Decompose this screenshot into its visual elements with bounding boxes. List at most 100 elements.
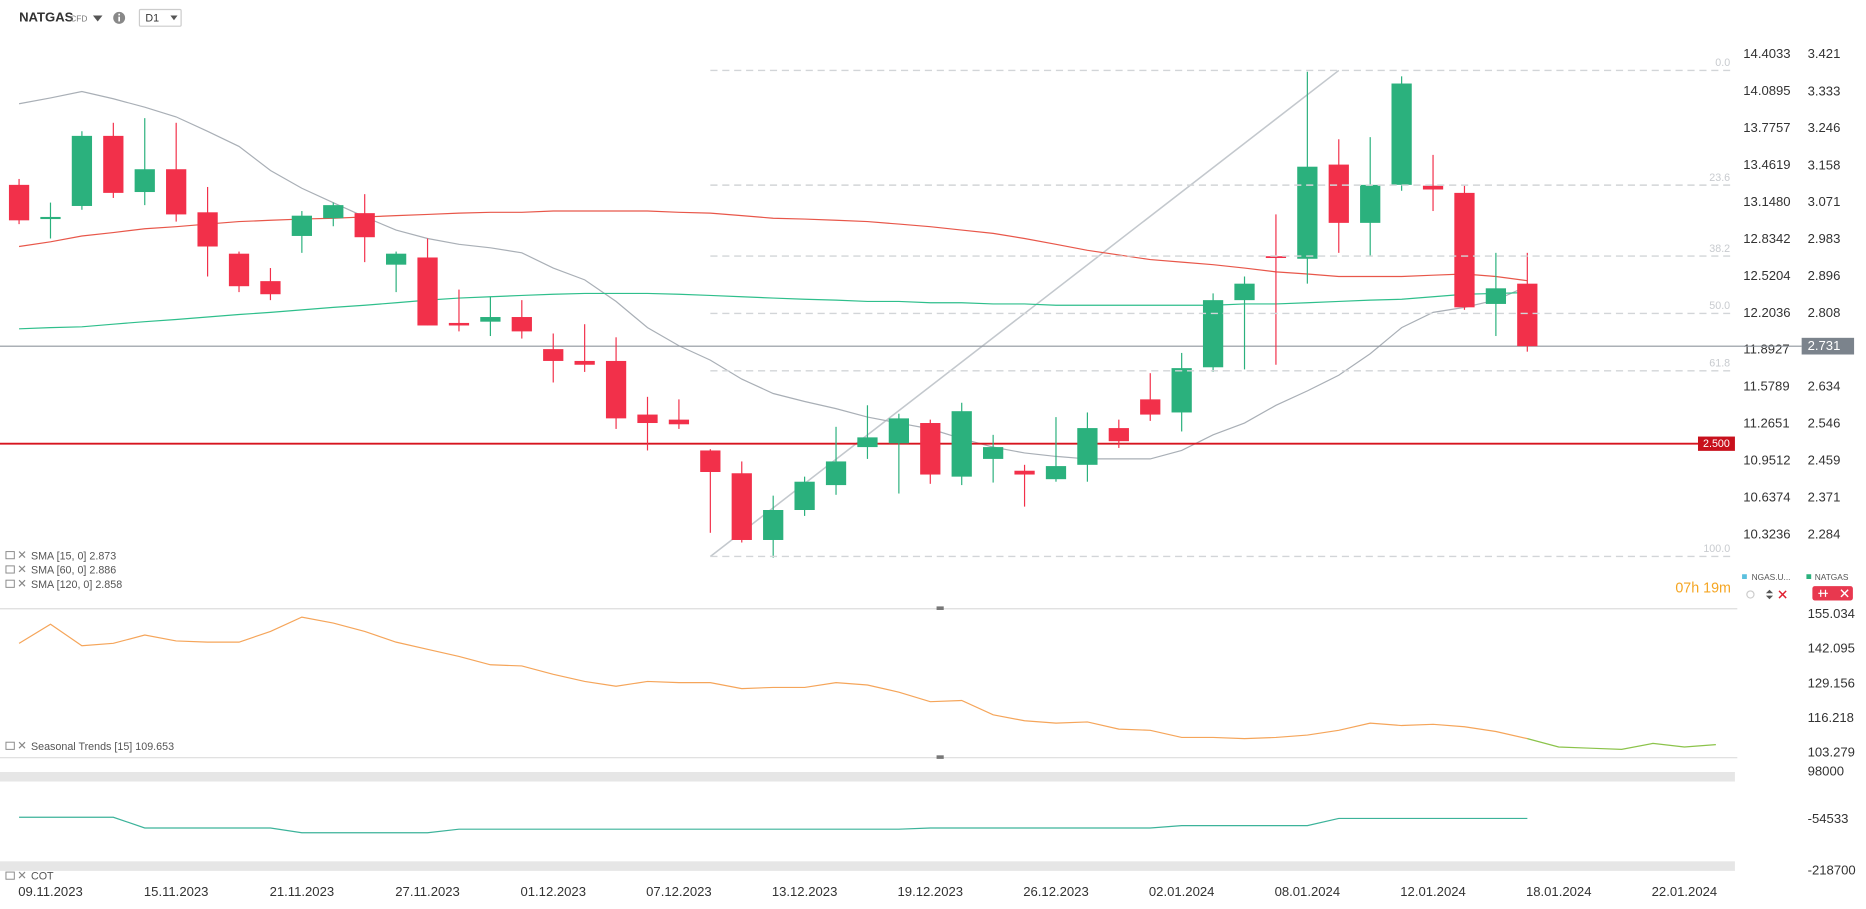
candle-body xyxy=(71,135,93,206)
left-tick-label: 10.3236 xyxy=(1743,526,1790,541)
right-tick-label: 2.459 xyxy=(1808,452,1841,467)
candle-countdown: 07h 19m xyxy=(1675,580,1731,596)
x-tick-label: 08.01.2024 xyxy=(1275,884,1341,899)
level-tag-label: 2.500 xyxy=(1703,438,1730,450)
cot-line xyxy=(19,816,1528,834)
left-tick-label: 13.4619 xyxy=(1743,157,1790,172)
right-tick-label: 2.371 xyxy=(1808,490,1841,505)
candle-body xyxy=(1391,83,1412,185)
candle-body xyxy=(543,349,564,361)
interval-select[interactable] xyxy=(138,8,182,27)
sma-legend-name: SMA [15, 0] xyxy=(31,550,86,562)
compare-symbol[interactable]: NGAS.U... xyxy=(1752,572,1791,582)
order-icon[interactable] xyxy=(1765,589,1774,600)
info-icon-stem xyxy=(118,16,120,22)
left-tick-label: 10.6374 xyxy=(1743,489,1790,504)
x-tick-label: 02.01.2024 xyxy=(1149,884,1215,899)
x-tick-label: 07.12.2023 xyxy=(646,884,712,899)
legend-close-icon xyxy=(18,565,26,573)
right-tick-label: 3.246 xyxy=(1808,120,1841,135)
legend-icon xyxy=(5,551,15,560)
legend-close-icon xyxy=(18,579,26,587)
sma-legend: SMA [60, 0] 2.886 xyxy=(31,564,116,576)
left-tick-label: 11.2651 xyxy=(1743,416,1789,431)
legend-icon xyxy=(5,579,15,588)
fib-level-label: 50.0 xyxy=(1709,300,1730,312)
candle-body xyxy=(920,423,941,475)
left-tick-label: 12.2036 xyxy=(1743,305,1790,320)
candle-body xyxy=(1077,428,1098,465)
x-tick-label: 01.12.2023 xyxy=(520,884,586,899)
sma-legend-name: SMA [120, 0] xyxy=(31,579,92,591)
seasonal-tick-label: 116.218 xyxy=(1808,710,1854,725)
interval[interactable]: D1 xyxy=(145,12,159,24)
left-tick-label: 10.9512 xyxy=(1743,453,1790,468)
trade-close-icon[interactable] xyxy=(1840,589,1849,598)
left-tick-label: 13.7757 xyxy=(1743,120,1790,135)
x-tick-label: 22.01.2024 xyxy=(1652,884,1718,899)
x-tick-label: 12.01.2024 xyxy=(1400,884,1466,899)
sma-legend-value: 2.858 xyxy=(95,579,122,591)
candle-body xyxy=(1171,368,1192,413)
candle-body xyxy=(1234,283,1255,301)
x-tick-label: 27.11.2023 xyxy=(395,884,460,899)
candle-body xyxy=(825,461,847,486)
symbol-swatch xyxy=(1806,574,1812,579)
candle-body xyxy=(1454,192,1475,308)
legend-close-icon xyxy=(18,741,26,749)
x-tick-label: 21.11.2023 xyxy=(270,884,335,899)
panel-resize-handle[interactable] xyxy=(936,755,944,759)
price-tag xyxy=(1801,337,1855,355)
plot-layer: 3.421 3.333 3.246 3.158 3.071 2.983 2.896 2.808… xyxy=(0,46,1856,899)
panel-resize-handle[interactable] xyxy=(936,606,944,610)
right-tick-label: 3.421 xyxy=(1808,46,1841,61)
right-tick-label: 2.546 xyxy=(1808,416,1841,431)
trade-icon[interactable] xyxy=(1818,589,1828,597)
interval-dropdown[interactable] xyxy=(170,15,178,21)
sma-legend: SMA [120, 0] 2.858 xyxy=(31,579,122,591)
candle-body xyxy=(323,205,344,219)
remove-icon[interactable] xyxy=(1778,590,1787,599)
right-tick-label: 2.808 xyxy=(1808,305,1841,320)
candle-body xyxy=(1265,256,1287,259)
x-tick-label: 15.11.2023 xyxy=(144,884,209,899)
fib-level-label: 0.0 xyxy=(1715,57,1730,69)
left-tick-label: 14.4033 xyxy=(1743,46,1790,61)
candle-body xyxy=(166,169,187,215)
candle-body xyxy=(134,169,155,193)
side-symbol[interactable]: NATGAS xyxy=(1815,572,1849,582)
left-tick-label: 11.8927 xyxy=(1743,342,1789,357)
candle-body xyxy=(448,322,470,326)
seasonal-tick-label: 142.095 xyxy=(1808,641,1855,656)
seasonal-legend-value: 109.653 xyxy=(135,741,174,753)
candle-body xyxy=(417,257,438,326)
sma-legend-name: SMA [60, 0] xyxy=(31,564,86,576)
trade-button[interactable] xyxy=(1812,586,1853,601)
compare-swatch xyxy=(1742,574,1747,579)
visibility-icon[interactable] xyxy=(1746,590,1755,599)
cot-legend: COT xyxy=(31,871,54,883)
instrument-type: CFD xyxy=(70,13,87,23)
fib-level-label: 23.6 xyxy=(1709,172,1730,184)
candle-body xyxy=(103,135,124,193)
legend-close-icon xyxy=(18,551,26,558)
symbol-dropdown[interactable] xyxy=(92,15,103,22)
legend-icon xyxy=(5,565,15,574)
sma-legend-value: 2.886 xyxy=(89,564,116,576)
candle-body xyxy=(951,411,972,477)
symbol[interactable]: NATGAS xyxy=(19,9,74,24)
candle-body xyxy=(1014,470,1035,475)
cot-band xyxy=(0,861,1735,871)
right-tick-label: 3.071 xyxy=(1808,194,1841,209)
candle-body xyxy=(480,317,501,322)
candle-body xyxy=(794,481,815,511)
cot-band xyxy=(0,771,1735,782)
candle-body xyxy=(1202,300,1224,368)
sma-line xyxy=(19,292,1528,330)
seasonal-tick-label: 103.279 xyxy=(1808,744,1855,759)
legend-close-icon xyxy=(18,871,26,879)
cot-tick-label: 98000 xyxy=(1808,763,1844,778)
candle-body xyxy=(700,450,721,472)
